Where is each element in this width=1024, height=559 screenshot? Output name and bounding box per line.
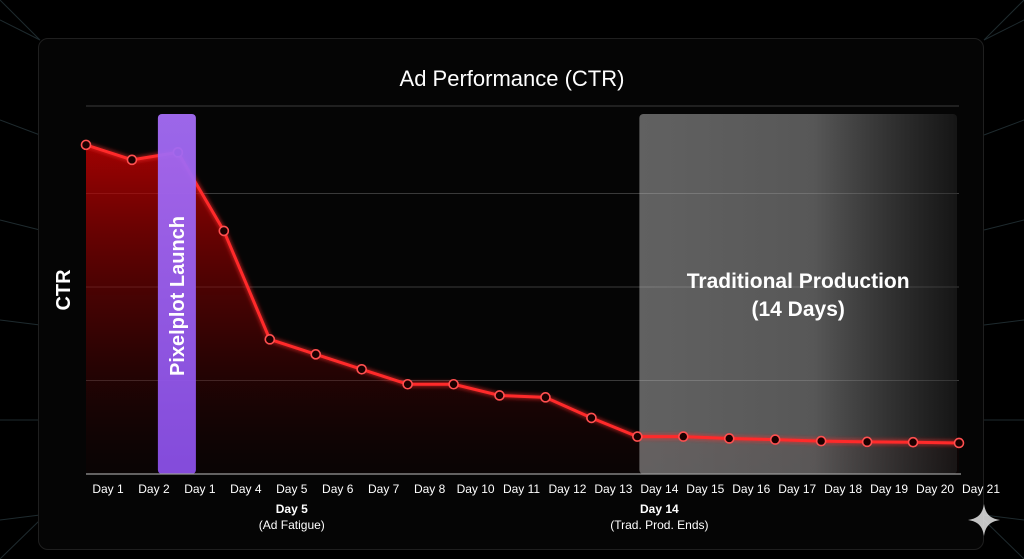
x-tick-label: Day 14	[640, 482, 678, 496]
x-tick-label: Day 1	[92, 482, 124, 496]
x-tick-label: Day 19	[870, 482, 908, 496]
x-tick-label: Day 4	[230, 482, 262, 496]
x-tick-label: Day 12	[548, 482, 586, 496]
x-tick-label: Day 21	[962, 482, 1000, 496]
x-tick-label: Day 8	[414, 482, 446, 496]
x-tick-label: Day 17	[778, 482, 816, 496]
data-point	[769, 434, 781, 445]
traditional-production-duration-label: (14 Days)	[751, 298, 844, 321]
data-point	[448, 378, 459, 390]
x-tick-label: Day 10	[457, 482, 495, 496]
data-point	[953, 437, 965, 449]
y-axis-label: CTR	[53, 269, 75, 311]
x-tick-label: Day 20	[916, 482, 954, 496]
data-point	[310, 349, 322, 360]
annotation-day14-title: Day 14	[640, 502, 679, 516]
data-point	[80, 139, 92, 151]
data-point	[126, 154, 138, 166]
data-point	[540, 392, 551, 403]
data-point	[264, 334, 276, 345]
pixelplot-launch-label: Pixelplot Launch	[167, 216, 189, 376]
x-tick-label: Day 7	[368, 482, 400, 496]
ctr-area-fill	[86, 144, 959, 474]
data-point	[861, 436, 873, 448]
data-point	[494, 390, 505, 401]
traditional-production-band	[639, 114, 957, 474]
x-tick-label: Day 18	[824, 482, 862, 496]
annotation-day5-title: Day 5	[276, 502, 308, 516]
ctr-series-line	[85, 143, 960, 445]
x-tick-label: Day 11	[503, 482, 540, 496]
annotation-day5-subtitle: (Ad Fatigue)	[259, 518, 325, 532]
data-point	[356, 363, 367, 375]
sparkle-icon	[968, 504, 1000, 536]
annotation-day14-subtitle: (Trad. Prod. Ends)	[610, 518, 708, 532]
data-point	[723, 433, 735, 444]
x-tick-label: Day 15	[686, 482, 724, 496]
chart-title: Ad Performance (CTR)	[400, 66, 625, 91]
x-tick-label: Day 1	[184, 482, 216, 496]
x-tick-label: Day 5	[276, 482, 308, 496]
x-tick-label: Day 2	[138, 482, 170, 496]
data-point	[815, 435, 827, 447]
data-point	[218, 225, 230, 237]
x-tick-label: Day 6	[322, 482, 354, 496]
data-point	[402, 378, 413, 390]
x-tick-label: Day 13	[594, 482, 632, 496]
data-point	[907, 436, 919, 448]
data-point	[632, 431, 643, 442]
pixelplot-launch-band	[157, 114, 196, 474]
traditional-production-label: Traditional Production	[687, 270, 910, 293]
x-tick-label: Day 16	[732, 482, 770, 496]
data-point	[678, 431, 689, 442]
data-point	[586, 412, 597, 424]
